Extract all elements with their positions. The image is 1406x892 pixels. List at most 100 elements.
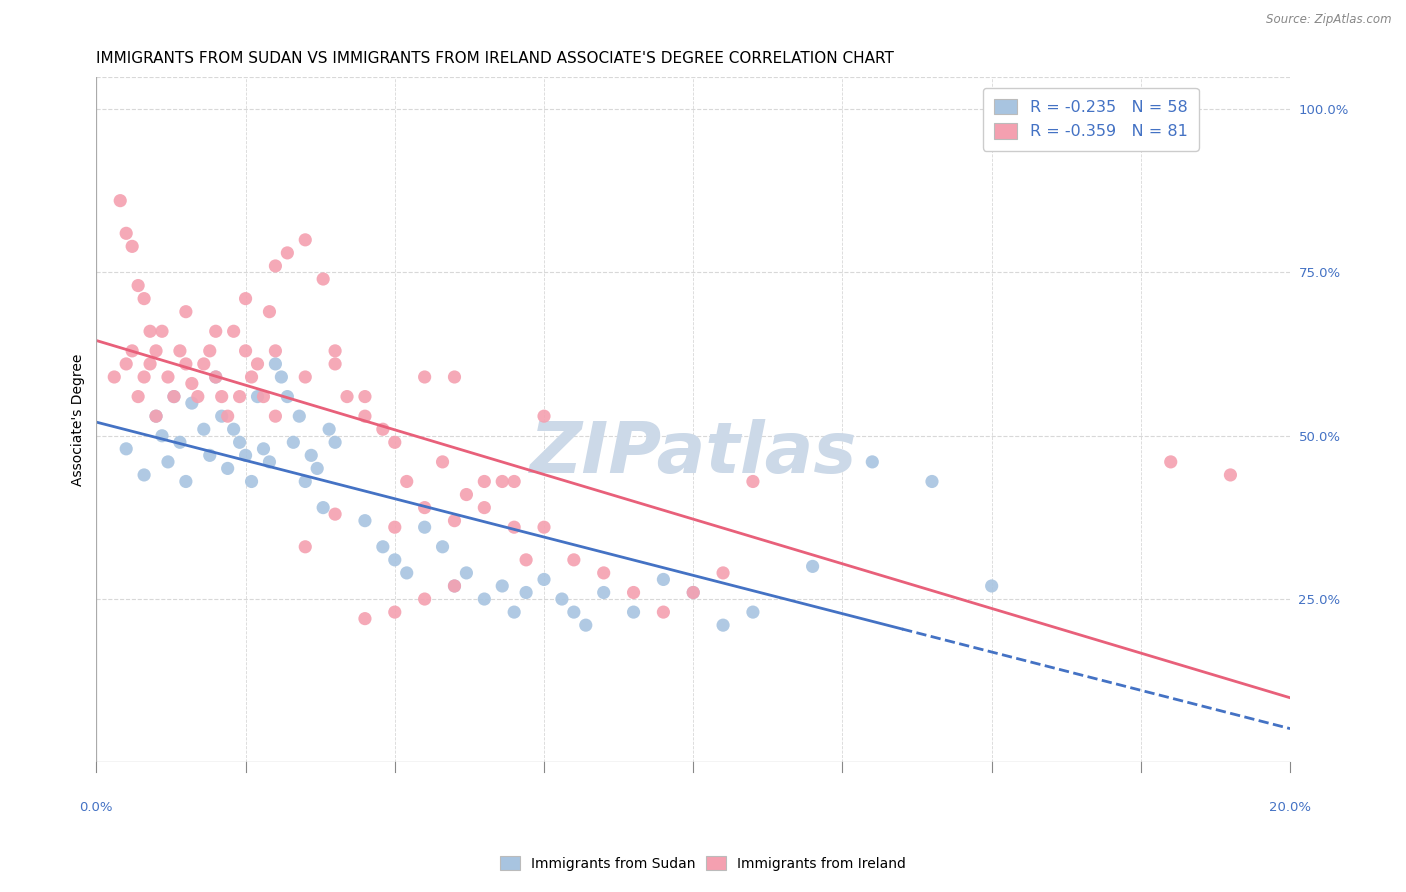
Point <box>515 585 537 599</box>
Legend: R = -0.235   N = 58, R = -0.359   N = 81: R = -0.235 N = 58, R = -0.359 N = 81 <box>983 88 1198 151</box>
Point <box>174 357 197 371</box>
Point <box>294 233 316 247</box>
Point <box>145 409 167 424</box>
Point <box>323 435 346 450</box>
Point <box>384 553 406 567</box>
Point <box>187 390 209 404</box>
Point <box>174 475 197 489</box>
Point <box>384 605 406 619</box>
Point <box>228 435 250 450</box>
Point <box>491 475 513 489</box>
Point <box>259 455 281 469</box>
Point <box>1219 467 1241 482</box>
Point <box>371 540 394 554</box>
Text: 0.0%: 0.0% <box>80 802 112 814</box>
Point <box>235 343 257 358</box>
Point <box>132 370 155 384</box>
Point <box>270 370 292 384</box>
Text: IMMIGRANTS FROM SUDAN VS IMMIGRANTS FROM IRELAND ASSOCIATE'S DEGREE CORRELATION : IMMIGRANTS FROM SUDAN VS IMMIGRANTS FROM… <box>97 51 894 66</box>
Point <box>294 475 316 489</box>
Point <box>217 409 239 424</box>
Point <box>246 390 269 404</box>
Point <box>472 592 495 607</box>
Point <box>491 579 513 593</box>
Point <box>283 435 305 450</box>
Point <box>395 475 418 489</box>
Point <box>198 343 221 358</box>
Text: Source: ZipAtlas.com: Source: ZipAtlas.com <box>1267 13 1392 27</box>
Point <box>682 585 704 599</box>
Point <box>443 579 465 593</box>
Point <box>432 455 454 469</box>
Point <box>318 422 340 436</box>
Point <box>371 422 394 436</box>
Point <box>533 573 555 587</box>
Point <box>294 540 316 554</box>
Point <box>145 343 167 358</box>
Point <box>163 390 186 404</box>
Point <box>623 585 645 599</box>
Point <box>180 396 202 410</box>
Point <box>288 409 311 424</box>
Point <box>150 324 173 338</box>
Point <box>533 520 555 534</box>
Point <box>193 422 215 436</box>
Point <box>145 409 167 424</box>
Point <box>115 357 138 371</box>
Point <box>312 500 335 515</box>
Point <box>222 422 245 436</box>
Point <box>395 566 418 580</box>
Point <box>323 357 346 371</box>
Point <box>456 566 478 580</box>
Point <box>252 390 274 404</box>
Point <box>228 390 250 404</box>
Point <box>204 324 226 338</box>
Point <box>246 357 269 371</box>
Point <box>193 357 215 371</box>
Point <box>252 442 274 456</box>
Point <box>121 239 143 253</box>
Point <box>264 357 287 371</box>
Point <box>299 448 322 462</box>
Point <box>235 448 257 462</box>
Point <box>222 324 245 338</box>
Point <box>652 573 675 587</box>
Point <box>323 507 346 521</box>
Point <box>623 605 645 619</box>
Text: 20.0%: 20.0% <box>1270 802 1312 814</box>
Point <box>264 343 287 358</box>
Point <box>211 409 233 424</box>
Point <box>127 278 149 293</box>
Point <box>264 409 287 424</box>
Point <box>115 442 138 456</box>
Point <box>132 292 155 306</box>
Point <box>503 605 526 619</box>
Point <box>294 370 316 384</box>
Point <box>204 370 226 384</box>
Point <box>801 559 824 574</box>
Point <box>312 272 335 286</box>
Point <box>264 259 287 273</box>
Point <box>443 514 465 528</box>
Point <box>1160 455 1182 469</box>
Point <box>204 370 226 384</box>
Point <box>682 585 704 599</box>
Point <box>307 461 329 475</box>
Point <box>336 390 359 404</box>
Point <box>384 520 406 534</box>
Point <box>575 618 598 632</box>
Point <box>115 227 138 241</box>
Point <box>139 357 162 371</box>
Point <box>354 409 377 424</box>
Point <box>180 376 202 391</box>
Point <box>276 246 298 260</box>
Point <box>432 540 454 554</box>
Point <box>443 579 465 593</box>
Point <box>384 435 406 450</box>
Point <box>235 292 257 306</box>
Point <box>742 605 765 619</box>
Point <box>169 343 191 358</box>
Point <box>132 467 155 482</box>
Point <box>150 429 173 443</box>
Point <box>860 455 883 469</box>
